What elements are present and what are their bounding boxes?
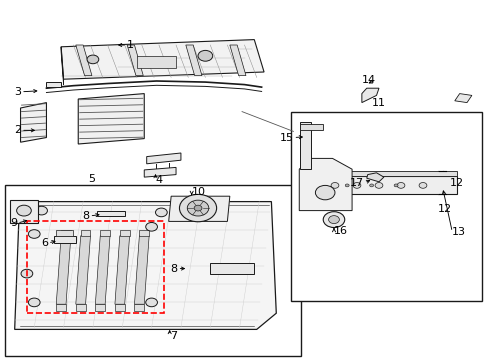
Polygon shape (115, 236, 129, 304)
Polygon shape (312, 171, 456, 176)
Text: 16: 16 (333, 226, 347, 236)
Circle shape (87, 55, 99, 64)
Circle shape (187, 200, 208, 216)
Polygon shape (78, 94, 144, 144)
Circle shape (418, 183, 426, 188)
Polygon shape (81, 230, 90, 236)
Text: 10: 10 (191, 186, 205, 197)
Polygon shape (127, 45, 143, 76)
Polygon shape (97, 211, 124, 216)
Circle shape (145, 222, 157, 231)
Circle shape (330, 183, 338, 188)
Circle shape (369, 184, 373, 187)
Text: 5: 5 (88, 174, 95, 184)
Text: 12: 12 (437, 204, 451, 214)
Text: 8: 8 (82, 211, 89, 221)
Circle shape (155, 208, 167, 217)
Text: 15: 15 (279, 132, 293, 143)
Polygon shape (76, 304, 85, 311)
Polygon shape (95, 304, 105, 311)
Text: 2: 2 (14, 125, 21, 135)
Bar (290, 112, 481, 301)
Polygon shape (229, 45, 245, 76)
Circle shape (345, 184, 348, 187)
Polygon shape (299, 122, 310, 169)
Polygon shape (366, 173, 383, 182)
Polygon shape (312, 176, 456, 194)
Circle shape (36, 206, 47, 215)
Polygon shape (61, 40, 264, 79)
Polygon shape (76, 45, 92, 76)
Circle shape (194, 205, 202, 211)
Text: 1: 1 (127, 40, 134, 50)
Polygon shape (361, 88, 378, 103)
Polygon shape (210, 263, 254, 274)
Text: 4: 4 (155, 175, 163, 185)
Polygon shape (134, 304, 144, 311)
Text: 6: 6 (41, 238, 48, 248)
Circle shape (374, 183, 382, 188)
Circle shape (393, 184, 397, 187)
Text: 12: 12 (449, 177, 463, 188)
Polygon shape (61, 47, 63, 85)
Circle shape (179, 194, 216, 222)
Text: 8: 8 (170, 264, 177, 274)
Polygon shape (54, 236, 76, 243)
Text: 9: 9 (10, 218, 17, 228)
Polygon shape (46, 82, 61, 87)
Circle shape (28, 298, 40, 307)
Polygon shape (168, 196, 229, 221)
Circle shape (328, 216, 339, 224)
Text: 14: 14 (361, 75, 375, 85)
Polygon shape (100, 230, 110, 236)
Polygon shape (146, 153, 181, 164)
Polygon shape (56, 304, 66, 311)
Polygon shape (144, 167, 176, 177)
Polygon shape (454, 94, 471, 103)
Bar (5, 185, 300, 356)
Circle shape (17, 205, 31, 216)
Polygon shape (299, 158, 351, 211)
Circle shape (21, 269, 33, 278)
Polygon shape (56, 236, 71, 304)
Circle shape (323, 212, 344, 228)
Polygon shape (76, 236, 90, 304)
Polygon shape (56, 230, 73, 236)
Text: 3: 3 (14, 87, 21, 97)
Bar (137, 56, 176, 68)
Polygon shape (120, 230, 129, 236)
Text: 11: 11 (371, 98, 385, 108)
Polygon shape (10, 200, 38, 223)
Text: 17: 17 (349, 178, 364, 188)
Polygon shape (115, 304, 124, 311)
Circle shape (315, 185, 334, 200)
Circle shape (145, 298, 157, 307)
Polygon shape (139, 230, 149, 236)
Text: 7: 7 (169, 330, 177, 341)
Circle shape (198, 50, 212, 61)
Polygon shape (95, 236, 110, 304)
Polygon shape (134, 236, 149, 304)
Circle shape (28, 230, 40, 238)
Polygon shape (185, 45, 202, 76)
Polygon shape (15, 202, 276, 329)
Text: 13: 13 (451, 227, 466, 237)
Polygon shape (299, 124, 322, 130)
Circle shape (396, 183, 404, 188)
Circle shape (352, 183, 360, 188)
Polygon shape (20, 103, 46, 142)
Polygon shape (61, 230, 71, 236)
